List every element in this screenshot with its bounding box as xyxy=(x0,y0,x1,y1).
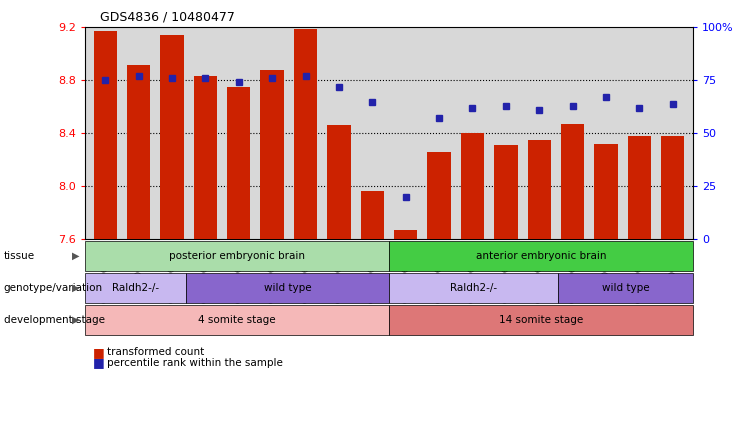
Bar xyxy=(394,230,417,239)
Bar xyxy=(628,136,651,239)
Bar xyxy=(361,192,384,239)
Bar xyxy=(428,152,451,239)
Text: ■: ■ xyxy=(93,357,104,369)
Text: posterior embryonic brain: posterior embryonic brain xyxy=(169,251,305,261)
Text: anterior embryonic brain: anterior embryonic brain xyxy=(476,251,606,261)
Text: percentile rank within the sample: percentile rank within the sample xyxy=(107,358,283,368)
Bar xyxy=(494,145,517,239)
Bar xyxy=(294,29,317,239)
Text: 14 somite stage: 14 somite stage xyxy=(499,315,583,325)
Bar xyxy=(227,87,250,239)
Text: transformed count: transformed count xyxy=(107,347,205,357)
Text: Raldh2-/-: Raldh2-/- xyxy=(450,283,497,293)
Text: ▶: ▶ xyxy=(72,251,79,261)
Bar xyxy=(160,36,184,239)
Text: ▶: ▶ xyxy=(72,283,79,293)
Bar xyxy=(661,136,685,239)
Text: tissue: tissue xyxy=(4,251,35,261)
Text: genotype/variation: genotype/variation xyxy=(4,283,103,293)
Text: GDS4836 / 10480477: GDS4836 / 10480477 xyxy=(100,10,235,23)
Text: development stage: development stage xyxy=(4,315,104,325)
Bar xyxy=(328,125,350,239)
Text: ▶: ▶ xyxy=(72,315,79,325)
Text: wild type: wild type xyxy=(264,283,311,293)
Bar xyxy=(594,144,618,239)
Bar xyxy=(461,133,484,239)
Text: ■: ■ xyxy=(93,346,104,359)
Text: wild type: wild type xyxy=(602,283,649,293)
Bar xyxy=(193,77,217,239)
Text: 4 somite stage: 4 somite stage xyxy=(199,315,276,325)
Bar xyxy=(261,70,284,239)
Bar xyxy=(561,124,585,239)
Bar xyxy=(127,65,150,239)
Text: Raldh2-/-: Raldh2-/- xyxy=(113,283,159,293)
Bar xyxy=(93,31,117,239)
Bar xyxy=(528,140,551,239)
